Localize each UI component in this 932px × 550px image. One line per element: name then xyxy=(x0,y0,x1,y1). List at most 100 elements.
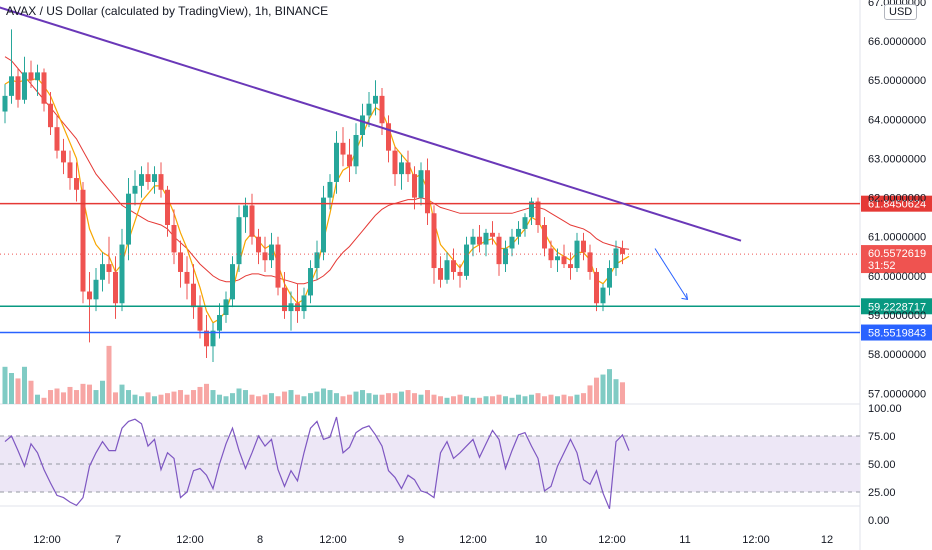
candle-body xyxy=(607,268,612,288)
candle-body xyxy=(243,205,248,218)
volume-bar xyxy=(93,390,99,404)
candle-body xyxy=(464,244,469,276)
rsi-tick-label: 100.00 xyxy=(868,403,902,415)
candle-body xyxy=(210,330,216,347)
price-tick-label: 66.0000000 xyxy=(868,36,926,48)
volume-bar xyxy=(399,391,404,404)
volume-bar xyxy=(204,383,209,404)
candle-body xyxy=(54,127,60,151)
volume-bar xyxy=(535,393,541,404)
price-tick-label: 65.0000000 xyxy=(868,75,926,87)
resistance-price-tag xyxy=(861,195,932,212)
volume-bar xyxy=(490,396,495,404)
candle-body xyxy=(529,201,534,218)
candle-body xyxy=(613,248,619,269)
volume-bar xyxy=(74,390,79,404)
volume-bar xyxy=(405,390,411,404)
candle-body xyxy=(568,264,573,269)
volume-bar xyxy=(522,396,528,404)
volume-bar xyxy=(314,391,320,404)
candle-body xyxy=(61,150,66,163)
time-tick-label: 12:00 xyxy=(742,534,770,546)
volume-bar xyxy=(347,394,352,404)
volume-bar xyxy=(334,393,339,404)
volume-bar xyxy=(282,391,287,404)
candle-body xyxy=(217,315,222,331)
candle-body xyxy=(165,189,170,225)
volume-bar xyxy=(308,393,313,404)
candle-body xyxy=(2,95,8,112)
candle-body xyxy=(555,256,560,261)
time-tick-label: 12:00 xyxy=(459,534,487,546)
price-tick-label: 62.0000000 xyxy=(868,193,926,205)
candle-body xyxy=(535,201,541,225)
volume-bar xyxy=(529,394,534,404)
time-tick-label: 12:00 xyxy=(33,534,61,546)
candle-body xyxy=(48,103,53,128)
candles[interactable] xyxy=(2,29,626,362)
time-tick-label: 12 xyxy=(821,534,833,546)
time-tick-label: 7 xyxy=(115,534,121,546)
candle-body xyxy=(561,256,567,265)
candle-body xyxy=(470,236,476,245)
volume-bar xyxy=(340,396,346,404)
volume-bar xyxy=(470,397,476,404)
volume-bar xyxy=(555,396,560,404)
candle-body xyxy=(100,264,105,280)
volume-bar xyxy=(67,386,73,404)
candle-body xyxy=(457,271,463,276)
rsi-zone xyxy=(0,436,860,492)
candle-body xyxy=(275,244,281,288)
rsi-tick-label: 50.00 xyxy=(868,459,896,471)
candle-body xyxy=(366,103,372,116)
volume-bar xyxy=(249,394,255,404)
candle-body xyxy=(301,295,307,312)
volume-bar xyxy=(360,390,365,404)
price-tick-label: 59.0000000 xyxy=(868,310,926,322)
rsi-line xyxy=(4,416,630,510)
volume-bar xyxy=(353,391,359,404)
volume-bar xyxy=(178,390,183,404)
time-tick-label: 8 xyxy=(257,534,263,546)
volume-bar xyxy=(321,388,326,404)
candle-body xyxy=(178,252,183,272)
candle-body xyxy=(379,95,385,124)
volume-bar xyxy=(386,393,391,404)
currency-badge[interactable]: USD xyxy=(884,4,918,20)
volume-bar xyxy=(119,384,125,404)
volume-bar xyxy=(594,377,599,404)
candle-body xyxy=(126,193,131,245)
candle-body xyxy=(418,170,424,198)
candle-body xyxy=(542,225,547,249)
candle-body xyxy=(249,205,255,237)
candle-body xyxy=(80,189,86,292)
candle-body xyxy=(587,252,593,272)
price-tick-label: 58.0000000 xyxy=(868,349,926,361)
volume-bar xyxy=(503,396,508,404)
time-tick-label: 11 xyxy=(679,534,690,546)
candle-body xyxy=(132,185,138,194)
candle-body xyxy=(477,236,482,245)
drawings[interactable]: 61.8450624 59.2228717 58.5519843 60.5572619… xyxy=(0,0,932,341)
volume-bar xyxy=(230,393,235,404)
support-2-price-tag xyxy=(861,324,932,341)
volume-bar xyxy=(35,394,40,404)
candle-body xyxy=(444,260,450,280)
candle-body xyxy=(386,123,391,151)
volume-bar xyxy=(295,394,300,404)
current-price-label: 60.5572619 xyxy=(868,248,926,260)
volume-bar xyxy=(477,397,482,404)
support-1-price-tag xyxy=(861,298,932,315)
volume-bar xyxy=(301,396,307,404)
candle-body xyxy=(620,248,625,254)
support-2-price-label: 58.5519843 xyxy=(868,328,926,340)
volume-bar xyxy=(438,396,443,404)
candle-body xyxy=(503,248,508,265)
volume-bar xyxy=(106,345,112,404)
volume-bar xyxy=(379,394,385,404)
candle-body xyxy=(93,279,99,300)
price-tick-label: 57.0000000 xyxy=(868,388,926,400)
time-tick-label: 12:00 xyxy=(598,534,626,546)
axes: 67.000000066.000000065.000000064.0000000… xyxy=(33,0,926,546)
